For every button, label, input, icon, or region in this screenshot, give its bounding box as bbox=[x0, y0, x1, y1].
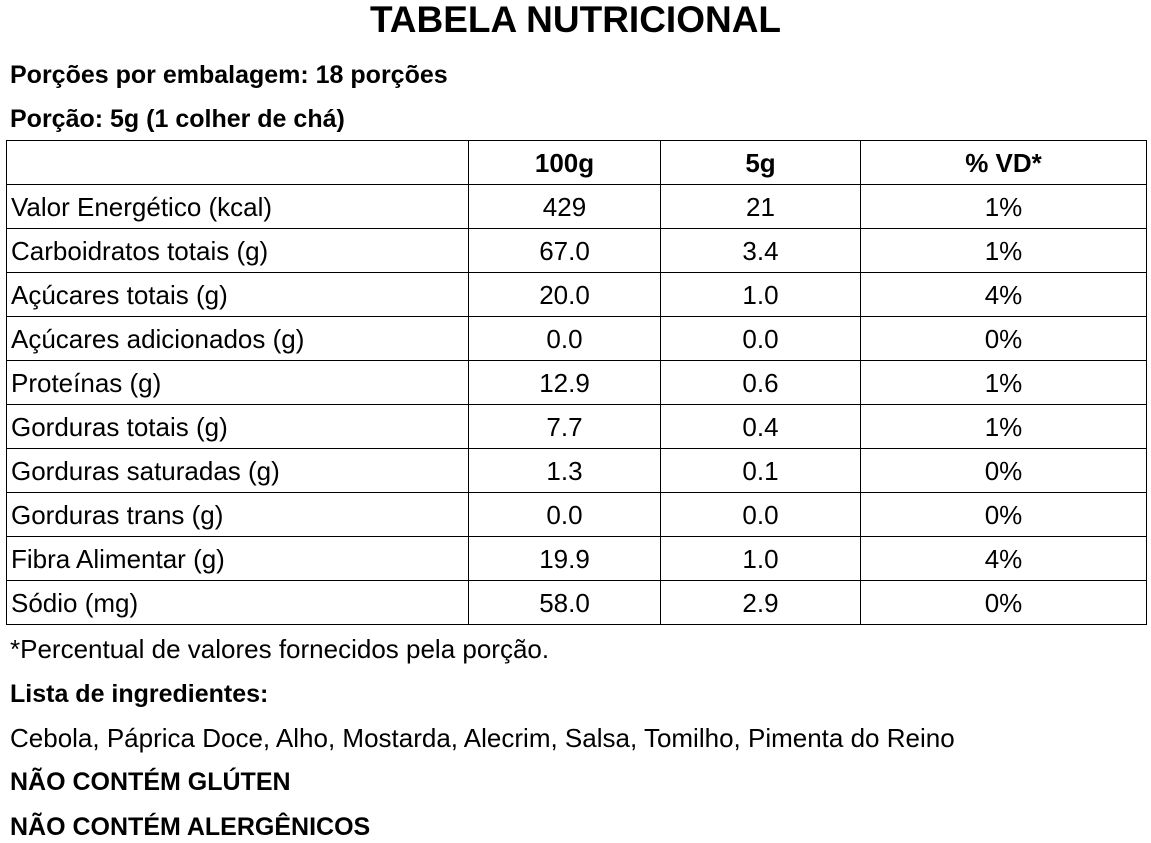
value-per-5g: 0.0 bbox=[660, 316, 861, 361]
daily-value: 1% bbox=[860, 228, 1147, 273]
value-per-100g: 7.7 bbox=[468, 404, 661, 449]
value-per-100g: 58.0 bbox=[468, 580, 661, 625]
value-per-5g: 21 bbox=[660, 184, 861, 229]
nutrition-table: 100g 5g % VD* Valor Energético (kcal) 42… bbox=[6, 140, 1147, 625]
nutrient-name: Sódio (mg) bbox=[6, 580, 469, 625]
daily-value: 1% bbox=[860, 404, 1147, 449]
table-row: Açúcares adicionados (g) 0.0 0.0 0% bbox=[6, 316, 1147, 361]
nutrient-name: Gorduras saturadas (g) bbox=[6, 448, 469, 493]
value-per-100g: 429 bbox=[468, 184, 661, 229]
ingredients-list: Cebola, Páprica Doce, Alho, Mostarda, Al… bbox=[10, 723, 955, 753]
daily-value-footnote: *Percentual de valores fornecidos pela p… bbox=[10, 634, 550, 664]
nutrient-name: Carboidratos totais (g) bbox=[6, 228, 469, 273]
value-per-5g: 1.0 bbox=[660, 272, 861, 317]
value-per-100g: 1.3 bbox=[468, 448, 661, 493]
value-per-5g: 1.0 bbox=[660, 536, 861, 581]
table-row: Proteínas (g) 12.9 0.6 1% bbox=[6, 360, 1147, 405]
table-header-row: 100g 5g % VD* bbox=[6, 140, 1147, 185]
gluten-free-warning: NÃO CONTÉM GLÚTEN bbox=[10, 768, 291, 796]
daily-value: 0% bbox=[860, 492, 1147, 537]
value-per-5g: 0.0 bbox=[660, 492, 861, 537]
value-per-5g: 3.4 bbox=[660, 228, 861, 273]
table-row: Carboidratos totais (g) 67.0 3.4 1% bbox=[6, 228, 1147, 273]
value-per-100g: 0.0 bbox=[468, 316, 661, 361]
table-row: Fibra Alimentar (g) 19.9 1.0 4% bbox=[6, 536, 1147, 581]
value-per-100g: 12.9 bbox=[468, 360, 661, 405]
value-per-5g: 0.4 bbox=[660, 404, 861, 449]
nutrient-name: Açúcares adicionados (g) bbox=[6, 316, 469, 361]
value-per-100g: 67.0 bbox=[468, 228, 661, 273]
ingredients-heading: Lista de ingredientes: bbox=[10, 680, 269, 708]
header-per-5g: 5g bbox=[660, 140, 861, 185]
value-per-5g: 0.1 bbox=[660, 448, 861, 493]
daily-value: 0% bbox=[860, 316, 1147, 361]
table-row: Gorduras saturadas (g) 1.3 0.1 0% bbox=[6, 448, 1147, 493]
page-title: TABELA NUTRICIONAL bbox=[369, 0, 782, 40]
table-row: Sódio (mg) 58.0 2.9 0% bbox=[6, 580, 1147, 625]
value-per-5g: 0.6 bbox=[660, 360, 861, 405]
value-per-100g: 20.0 bbox=[468, 272, 661, 317]
nutrient-name: Valor Energético (kcal) bbox=[6, 184, 469, 229]
daily-value: 0% bbox=[860, 580, 1147, 625]
nutrient-name: Fibra Alimentar (g) bbox=[6, 536, 469, 581]
servings-per-package: Porções por embalagem: 18 porções bbox=[10, 61, 448, 89]
daily-value: 4% bbox=[860, 536, 1147, 581]
value-per-100g: 19.9 bbox=[468, 536, 661, 581]
serving-size: Porção: 5g (1 colher de chá) bbox=[10, 105, 345, 133]
nutrient-name: Gorduras trans (g) bbox=[6, 492, 469, 537]
allergen-free-warning: NÃO CONTÉM ALERGÊNICOS bbox=[10, 813, 371, 841]
daily-value: 0% bbox=[860, 448, 1147, 493]
value-per-5g: 2.9 bbox=[660, 580, 861, 625]
table-row: Gorduras totais (g) 7.7 0.4 1% bbox=[6, 404, 1147, 449]
daily-value: 1% bbox=[860, 184, 1147, 229]
nutrient-name: Açúcares totais (g) bbox=[6, 272, 469, 317]
header-nutrient bbox=[6, 140, 469, 185]
header-daily-value: % VD* bbox=[860, 140, 1147, 185]
table-row: Gorduras trans (g) 0.0 0.0 0% bbox=[6, 492, 1147, 537]
header-per-100g: 100g bbox=[468, 140, 661, 185]
daily-value: 1% bbox=[860, 360, 1147, 405]
nutrient-name: Gorduras totais (g) bbox=[6, 404, 469, 449]
table-row: Açúcares totais (g) 20.0 1.0 4% bbox=[6, 272, 1147, 317]
daily-value: 4% bbox=[860, 272, 1147, 317]
table-row: Valor Energético (kcal) 429 21 1% bbox=[6, 184, 1147, 229]
nutrient-name: Proteínas (g) bbox=[6, 360, 469, 405]
value-per-100g: 0.0 bbox=[468, 492, 661, 537]
